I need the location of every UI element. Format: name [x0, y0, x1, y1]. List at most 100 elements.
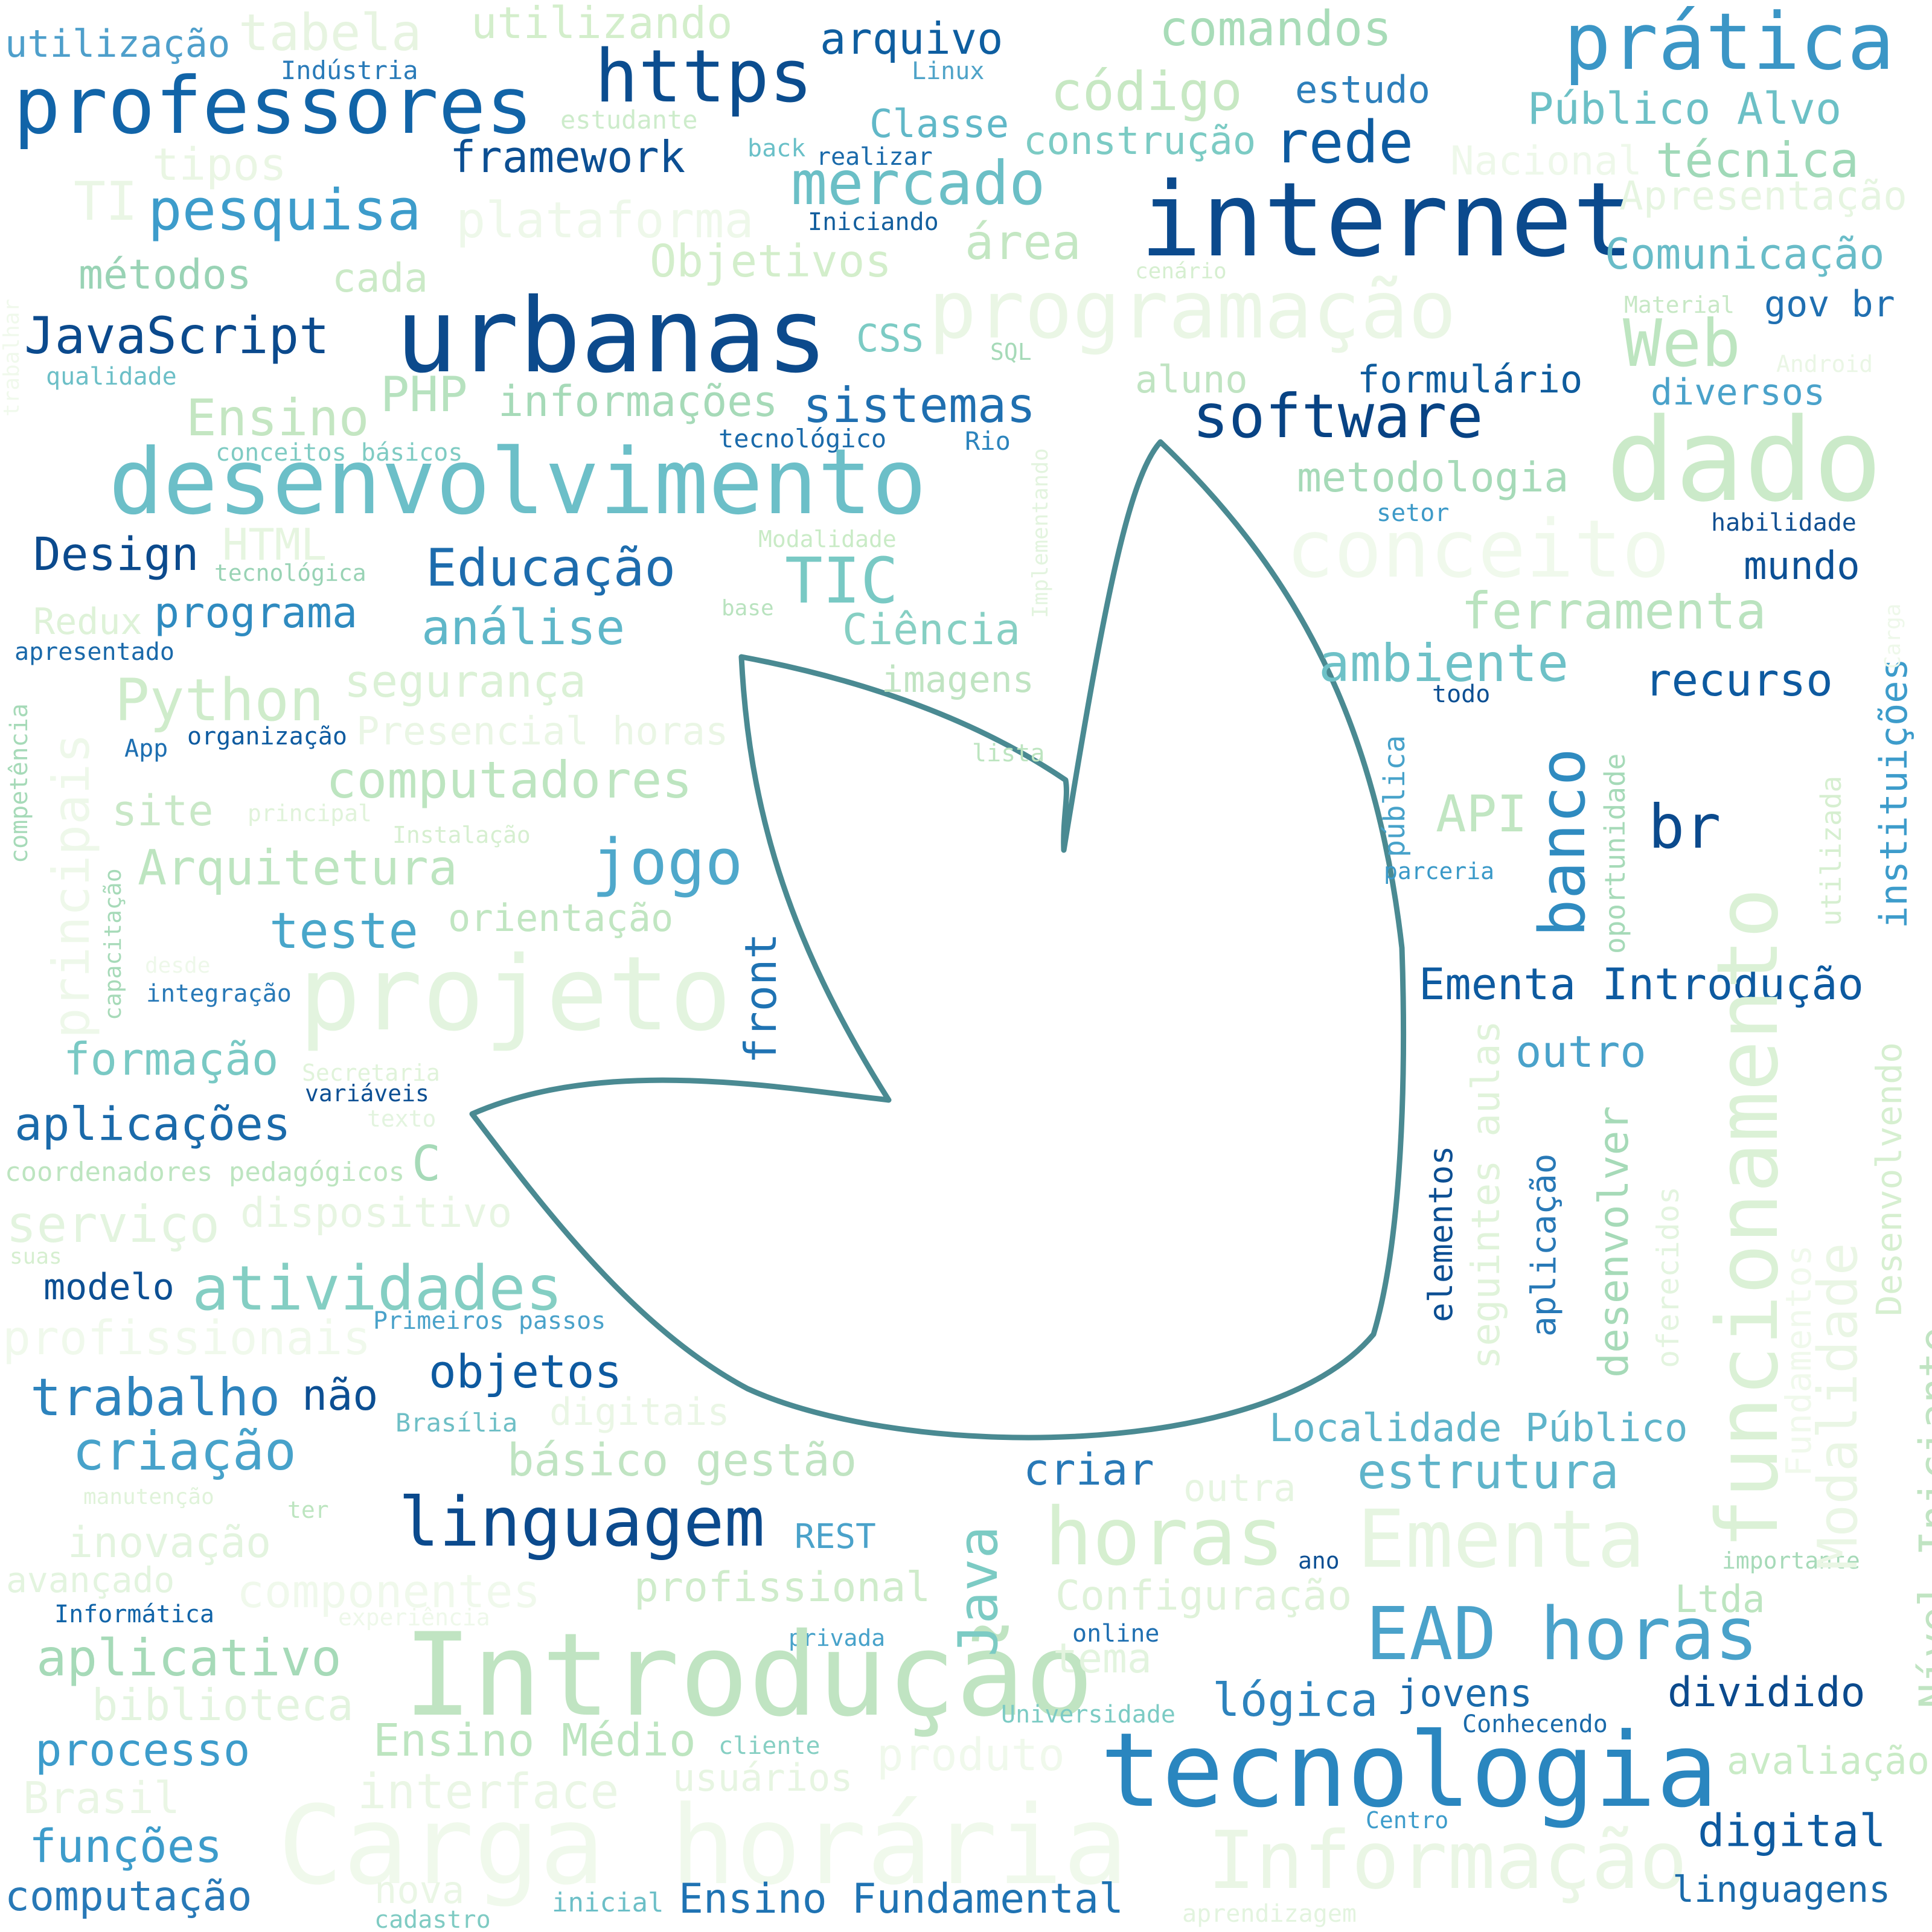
word-81: recurso	[1645, 654, 1833, 706]
word-60: setor	[1377, 499, 1450, 527]
word-19: framework	[450, 132, 686, 182]
word-182: Implementando	[1028, 448, 1053, 618]
word-37: Material	[1624, 292, 1735, 318]
word-49: aluno	[1135, 357, 1248, 401]
word-90: principal	[248, 800, 372, 827]
word-135: ano	[1298, 1547, 1340, 1574]
word-58: desenvolvimento	[109, 430, 927, 535]
word-109: C	[412, 1136, 441, 1192]
word-70: programa	[154, 588, 358, 638]
word-6: Indústria	[281, 56, 418, 85]
word-121: Brasília	[395, 1408, 518, 1438]
word-94: parceria	[1384, 858, 1495, 884]
word-33: cada	[332, 255, 428, 301]
word-183: Java	[947, 1526, 1010, 1657]
word-116: Primeiros passos	[373, 1307, 606, 1335]
word-89: site	[112, 786, 214, 836]
word-147: aplicativo	[36, 1628, 342, 1687]
word-166: digital	[1698, 1805, 1886, 1857]
word-3: arquivo	[820, 13, 1003, 64]
word-197: desenvolver	[1590, 1105, 1638, 1378]
word-48: sistemas	[803, 377, 1036, 433]
word-32: métodos	[78, 251, 252, 299]
word-112: suas	[10, 1244, 62, 1269]
word-161: tecnologia	[1100, 1711, 1718, 1831]
word-122: Localidade Público	[1269, 1406, 1688, 1451]
word-72: ferramenta	[1461, 581, 1767, 641]
word-156: Ensino Médio	[373, 1715, 696, 1767]
word-1: tabela	[238, 3, 422, 62]
word-107: aplicações	[14, 1097, 291, 1151]
word-176: aprendizagem	[1182, 1900, 1357, 1928]
word-57: dado	[1606, 394, 1882, 527]
word-87: computadores	[326, 750, 693, 810]
word-5: prática	[1564, 0, 1895, 88]
word-188: instituições	[1872, 658, 1916, 929]
word-113: atividades	[192, 1253, 563, 1325]
word-159: produto	[877, 1729, 1065, 1781]
word-199: elementos	[1422, 1145, 1460, 1322]
word-18: rede	[1274, 109, 1414, 176]
word-67: TIC	[785, 544, 898, 618]
word-173: Ensino Fundamental	[679, 1875, 1124, 1923]
word-134: Ementa	[1357, 1493, 1645, 1586]
word-99: integração	[146, 980, 292, 1008]
word-31: área	[965, 214, 1081, 270]
word-40: urbanas	[395, 277, 828, 396]
word-96: orientação	[448, 896, 674, 940]
word-25: pesquisa	[148, 178, 421, 243]
word-34: cenário	[1135, 259, 1227, 284]
word-114: modelo	[43, 1266, 174, 1308]
word-17: construção	[1023, 119, 1256, 164]
word-184: banco	[1526, 747, 1599, 937]
word-23: mercado	[791, 148, 1046, 219]
word-125: criar	[1023, 1444, 1154, 1495]
word-28: plataforma	[456, 192, 754, 249]
word-123: básico gestão	[507, 1435, 857, 1486]
word-196: seguintes aulas	[1464, 1020, 1509, 1369]
word-133: horas	[1044, 1491, 1285, 1584]
word-106: texto	[367, 1105, 437, 1132]
word-111: dispositivo	[240, 1189, 513, 1237]
word-86: lista	[972, 740, 1045, 767]
word-139: profissional	[634, 1564, 931, 1611]
word-170: nova	[374, 1868, 465, 1912]
word-75: Ciência	[842, 605, 1021, 654]
word-76: apresentado	[14, 638, 174, 666]
word-98: desde	[145, 953, 211, 978]
word-169: Informação	[1208, 1814, 1687, 1907]
word-0: utilização	[5, 22, 231, 66]
word-82: Python	[115, 667, 324, 734]
word-171: computação	[5, 1873, 252, 1921]
word-93: Instalação	[392, 822, 531, 848]
word-29: Iniciando	[808, 208, 939, 236]
word-66: Educação	[426, 538, 676, 598]
word-10: código	[1051, 60, 1243, 123]
word-131: REST	[795, 1517, 876, 1556]
word-24: TI	[74, 170, 138, 232]
word-39: JavaScript	[24, 306, 330, 365]
word-47: informações	[498, 377, 778, 426]
word-84: App	[124, 735, 168, 763]
word-194: Nível Iniciante	[1910, 1326, 1932, 1709]
word-83: Presencial horas	[356, 709, 729, 754]
word-195: oferecidos	[1651, 1186, 1686, 1368]
word-62: Modalidade	[758, 526, 897, 552]
word-151: jovens	[1397, 1671, 1532, 1715]
word-178: competência	[5, 703, 33, 863]
word-138: componentes	[237, 1564, 541, 1618]
word-177: trabalhar	[0, 298, 24, 417]
word-103: Secretaria	[302, 1060, 440, 1086]
word-26: internet	[1140, 161, 1634, 280]
word-42: Web	[1623, 306, 1741, 382]
word-124: criação	[72, 1420, 296, 1482]
word-115: profissionais	[2, 1311, 371, 1366]
word-50: formulário	[1357, 357, 1583, 401]
word-192: Desenvolvendo	[1869, 1042, 1910, 1316]
word-142: Informática	[54, 1601, 214, 1628]
word-186: oportunidade	[1599, 753, 1631, 954]
word-136: importante	[1722, 1547, 1860, 1574]
word-88: API	[1436, 784, 1527, 843]
word-2: utilizando	[471, 0, 733, 48]
